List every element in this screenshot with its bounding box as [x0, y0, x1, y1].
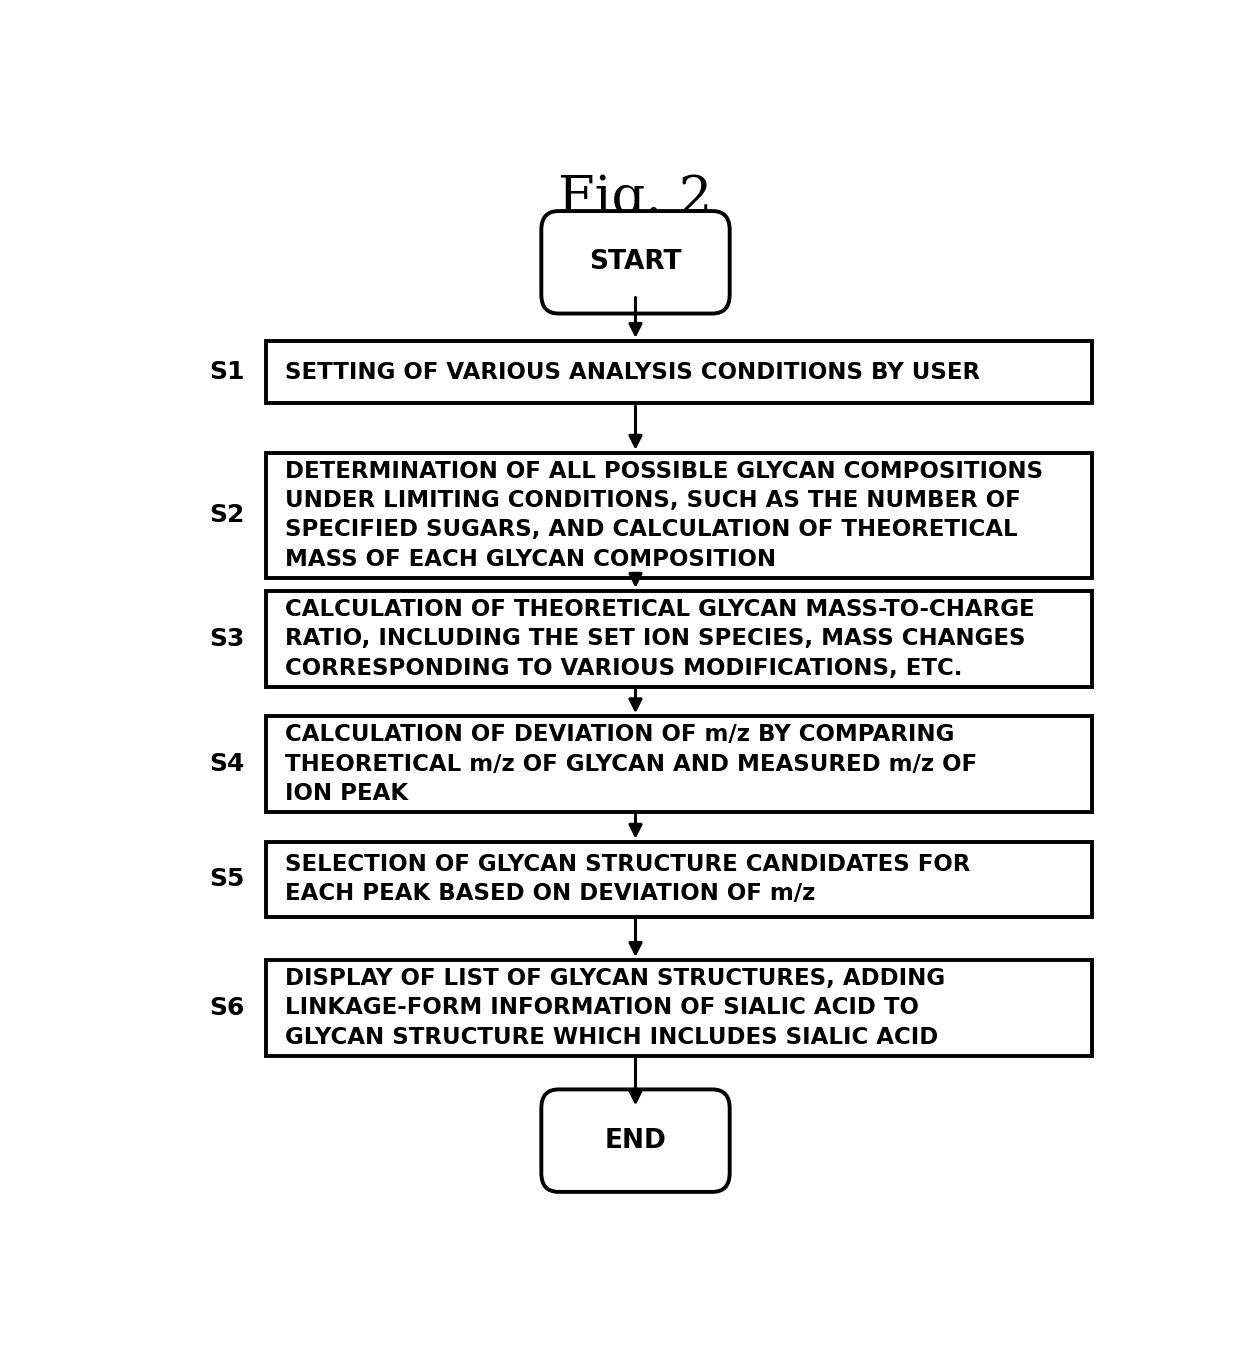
Text: S3: S3 [210, 627, 244, 650]
Text: SETTING OF VARIOUS ANALYSIS CONDITIONS BY USER: SETTING OF VARIOUS ANALYSIS CONDITIONS B… [285, 361, 980, 383]
Text: START: START [589, 250, 682, 276]
Bar [265, 842, 1092, 917]
Text: S5: S5 [210, 868, 244, 891]
Text: END: END [605, 1127, 666, 1154]
Text: S6: S6 [210, 995, 244, 1020]
FancyBboxPatch shape [542, 210, 729, 314]
Text: CALCULATION OF THEORETICAL GLYCAN MASS-TO-CHARGE
RATIO, INCLUDING THE SET ION SP: CALCULATION OF THEORETICAL GLYCAN MASS-T… [285, 598, 1034, 679]
Bar [265, 591, 1092, 687]
Text: Fig. 2: Fig. 2 [558, 174, 713, 225]
Text: S1: S1 [210, 360, 244, 384]
Bar [265, 341, 1092, 403]
Text: DETERMINATION OF ALL POSSIBLE GLYCAN COMPOSITIONS
UNDER LIMITING CONDITIONS, SUC: DETERMINATION OF ALL POSSIBLE GLYCAN COM… [285, 460, 1043, 570]
Bar [265, 452, 1092, 579]
Text: CALCULATION OF DEVIATION OF m/z BY COMPARING
THEORETICAL m/z OF GLYCAN AND MEASU: CALCULATION OF DEVIATION OF m/z BY COMPA… [285, 724, 977, 805]
Text: S4: S4 [210, 752, 244, 777]
Text: S2: S2 [210, 504, 244, 527]
FancyBboxPatch shape [542, 1089, 729, 1192]
Text: SELECTION OF GLYCAN STRUCTURE CANDIDATES FOR
EACH PEAK BASED ON DEVIATION OF m/z: SELECTION OF GLYCAN STRUCTURE CANDIDATES… [285, 853, 970, 906]
Text: DISPLAY OF LIST OF GLYCAN STRUCTURES, ADDING
LINKAGE-FORM INFORMATION OF SIALIC : DISPLAY OF LIST OF GLYCAN STRUCTURES, AD… [285, 967, 945, 1048]
Bar [265, 716, 1092, 812]
Bar [265, 960, 1092, 1057]
